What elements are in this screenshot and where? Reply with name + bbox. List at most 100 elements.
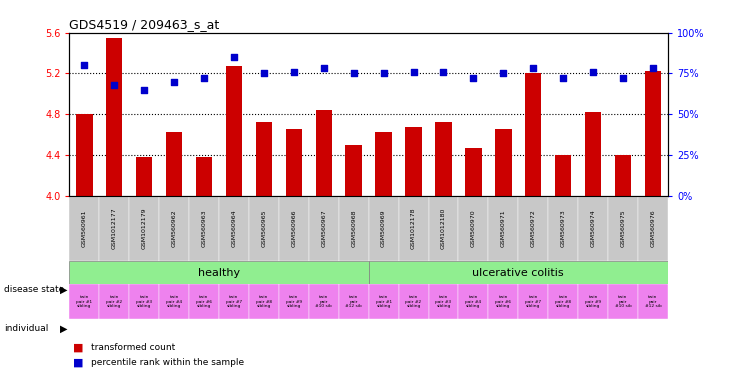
FancyBboxPatch shape [99, 195, 129, 261]
Bar [645, 71, 661, 195]
Point [228, 54, 239, 60]
Text: twin
pair #7
sibling: twin pair #7 sibling [525, 295, 542, 308]
Text: twin
pair #2
sibling: twin pair #2 sibling [106, 295, 123, 308]
Point [468, 75, 480, 81]
Bar [435, 122, 452, 195]
Bar [136, 157, 153, 195]
Text: twin
pair #2
sibling: twin pair #2 sibling [405, 295, 422, 308]
FancyBboxPatch shape [429, 284, 458, 319]
Text: GSM560972: GSM560972 [531, 209, 536, 247]
FancyBboxPatch shape [99, 284, 129, 319]
Point [407, 69, 419, 75]
Text: GSM560961: GSM560961 [82, 209, 87, 247]
Bar [405, 127, 422, 195]
Text: GSM560966: GSM560966 [291, 209, 296, 247]
Text: ■: ■ [73, 343, 83, 353]
FancyBboxPatch shape [129, 195, 159, 261]
Bar [525, 73, 542, 195]
Text: ulcerative colitis: ulcerative colitis [472, 268, 564, 278]
FancyBboxPatch shape [638, 284, 668, 319]
Text: twin
pair #3
sibling: twin pair #3 sibling [136, 295, 153, 308]
Bar [375, 132, 392, 195]
Point [139, 87, 150, 93]
Point [168, 78, 180, 84]
FancyBboxPatch shape [458, 284, 488, 319]
FancyBboxPatch shape [518, 284, 548, 319]
Point [108, 82, 120, 88]
Bar [315, 110, 332, 195]
FancyBboxPatch shape [129, 284, 159, 319]
Text: ▶: ▶ [60, 285, 67, 295]
Text: twin
pair
#12 sib: twin pair #12 sib [645, 295, 661, 308]
Text: twin
pair #6
sibling: twin pair #6 sibling [495, 295, 512, 308]
Bar [166, 132, 182, 195]
FancyBboxPatch shape [608, 284, 638, 319]
Point [587, 69, 599, 75]
Text: GSM1012178: GSM1012178 [411, 207, 416, 249]
FancyBboxPatch shape [219, 284, 249, 319]
Text: twin
pair #1
sibling: twin pair #1 sibling [375, 295, 392, 308]
Bar [615, 155, 631, 195]
Text: twin
pair
#12 sib: twin pair #12 sib [345, 295, 362, 308]
Point [528, 65, 539, 71]
Point [258, 70, 270, 76]
FancyBboxPatch shape [369, 195, 399, 261]
Bar [585, 112, 602, 195]
FancyBboxPatch shape [578, 195, 608, 261]
Text: GSM560975: GSM560975 [620, 209, 626, 247]
FancyBboxPatch shape [339, 284, 369, 319]
Point [318, 65, 330, 71]
FancyBboxPatch shape [159, 284, 189, 319]
FancyBboxPatch shape [219, 195, 249, 261]
Text: GSM560967: GSM560967 [321, 209, 326, 247]
Text: GSM560974: GSM560974 [591, 209, 596, 247]
FancyBboxPatch shape [279, 195, 309, 261]
FancyBboxPatch shape [399, 284, 429, 319]
FancyBboxPatch shape [189, 284, 219, 319]
FancyBboxPatch shape [608, 195, 638, 261]
Text: GSM560971: GSM560971 [501, 209, 506, 247]
FancyBboxPatch shape [279, 284, 309, 319]
FancyBboxPatch shape [369, 261, 668, 284]
FancyBboxPatch shape [189, 195, 219, 261]
Text: GSM1012177: GSM1012177 [112, 207, 117, 249]
FancyBboxPatch shape [249, 284, 279, 319]
Text: GSM560976: GSM560976 [650, 209, 656, 247]
Text: GSM1012180: GSM1012180 [441, 207, 446, 249]
Point [347, 70, 359, 76]
Text: twin
pair #3
sibling: twin pair #3 sibling [435, 295, 452, 308]
Text: twin
pair #4
sibling: twin pair #4 sibling [166, 295, 182, 308]
FancyBboxPatch shape [548, 195, 578, 261]
FancyBboxPatch shape [488, 195, 518, 261]
FancyBboxPatch shape [548, 284, 578, 319]
Bar [226, 66, 242, 195]
Text: twin
pair
#10 sib: twin pair #10 sib [315, 295, 332, 308]
Point [618, 75, 629, 81]
Bar [555, 155, 572, 195]
Text: twin
pair #8
sibling: twin pair #8 sibling [255, 295, 272, 308]
Bar [255, 122, 272, 195]
Text: GSM560963: GSM560963 [201, 209, 207, 247]
Text: twin
pair
#10 sib: twin pair #10 sib [615, 295, 631, 308]
Bar [76, 114, 93, 195]
FancyBboxPatch shape [309, 195, 339, 261]
Point [378, 70, 390, 76]
FancyBboxPatch shape [518, 195, 548, 261]
Text: transformed count: transformed count [91, 343, 175, 352]
FancyBboxPatch shape [249, 195, 279, 261]
Text: percentile rank within the sample: percentile rank within the sample [91, 358, 245, 367]
Text: GSM560964: GSM560964 [231, 209, 237, 247]
FancyBboxPatch shape [159, 195, 189, 261]
Text: twin
pair #8
sibling: twin pair #8 sibling [555, 295, 572, 308]
FancyBboxPatch shape [458, 195, 488, 261]
Point [78, 62, 91, 68]
Text: GSM560968: GSM560968 [351, 209, 356, 247]
FancyBboxPatch shape [69, 261, 369, 284]
FancyBboxPatch shape [488, 284, 518, 319]
Text: GSM560969: GSM560969 [381, 209, 386, 247]
FancyBboxPatch shape [339, 195, 369, 261]
Point [199, 75, 210, 81]
Point [558, 75, 569, 81]
Text: GSM560973: GSM560973 [561, 209, 566, 247]
Text: GSM560962: GSM560962 [172, 209, 177, 247]
